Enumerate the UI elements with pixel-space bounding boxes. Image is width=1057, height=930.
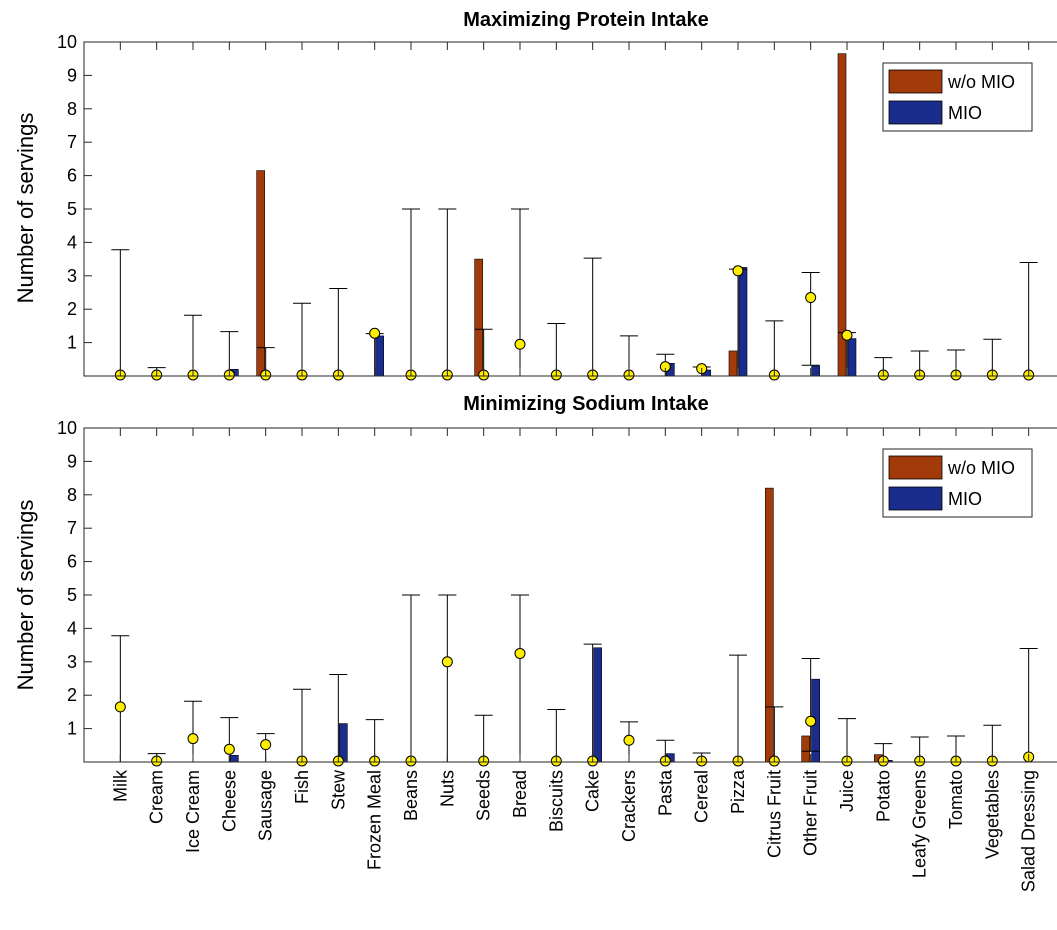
x-tick-label-potato: Potato [873,770,893,822]
bar-w-o-mio-seeds [474,258,483,377]
bar-w-o-mio-citrus-fruit [765,487,774,763]
marker-milk [114,701,126,713]
bar-w-o-mio-sausage [256,170,265,377]
chart-sodium: Minimizing Sodium Intake Number of servi… [13,393,1057,892]
y-tick-label: 8 [67,485,77,505]
y-tick-label: 9 [67,451,77,471]
marker-sausage [260,739,272,751]
x-tick-label-sausage: Sausage [256,770,276,841]
legend-label-wo-mio: w/o MIO [947,458,1015,478]
legend-swatch-mio [888,486,943,511]
y-tick-label: 9 [67,65,77,85]
legend-label-mio: MIO [948,489,982,509]
x-tick-label-vegetables: Vegetables [982,770,1002,859]
x-tick-label-stew: Stew [328,769,348,810]
x-tick-label-fish: Fish [292,770,312,804]
marker-crackers [623,734,635,746]
chart-title: Minimizing Sodium Intake [463,393,709,415]
marker-cheese [223,743,235,755]
x-tick-label-beans: Beans [401,770,421,821]
y-tick-label: 8 [67,99,77,119]
x-tick-label-other-fruit: Other Fruit [801,770,821,856]
legend: w/o MIO MIO [882,62,1033,132]
y-tick-label: 6 [67,552,77,572]
marker-ice-cream [187,733,199,745]
x-tick-label-cereal: Cereal [692,770,712,823]
x-tick-label-cream: Cream [147,770,167,824]
bar-w-o-mio-other-fruit [801,735,810,763]
x-tick-label-tomato: Tomato [946,770,966,829]
bar-mio-frozen-meal [375,335,384,377]
chart-title: Maximizing Protein Intake [463,9,709,31]
y-axis-label: Number of servings [13,113,38,304]
x-tick-label-cake: Cake [583,770,603,812]
marker-other-fruit [805,715,817,727]
x-tick-label-nuts: Nuts [437,770,457,807]
y-tick-label: 3 [67,266,77,286]
legend-swatch-wo-mio [888,455,943,480]
y-tick-label: 7 [67,518,77,538]
y-tick-label: 1 [67,333,77,353]
bar-mio-cheese [230,755,239,763]
y-tick-label: 2 [67,299,77,319]
x-tick-label-biscuits: Biscuits [546,770,566,832]
marker-pizza [732,265,744,277]
bar-mio-other-fruit [811,365,820,377]
bar-mio-cake [593,647,602,763]
x-tick-label-pizza: Pizza [728,769,748,814]
bar-w-o-mio-pizza [728,350,738,377]
x-tick-label-crackers: Crackers [619,770,639,842]
y-tick-label: 5 [67,199,77,219]
legend-swatch-mio [888,100,943,125]
x-tick-label-citrus-fruit: Citrus Fruit [764,770,784,858]
x-tick-label-bread: Bread [510,770,530,818]
chart-protein: Maximizing Protein Intake Number of serv… [13,9,1057,381]
legend-swatch-wo-mio [888,69,943,94]
y-tick-label: 1 [67,719,77,739]
marker-bread [514,338,526,350]
y-tick-label: 10 [57,32,77,52]
legend: w/o MIO MIO [882,448,1033,518]
marker-frozen-meal [369,327,381,339]
x-tick-label-seeds: Seeds [474,770,494,821]
y-tick-label: 4 [67,232,77,252]
y-tick-label: 7 [67,132,77,152]
y-tick-label: 4 [67,618,77,638]
y-tick-label: 2 [67,685,77,705]
y-axis-label: Number of servings [13,500,38,691]
x-tick-label-salad-dressing: Salad Dressing [1019,770,1039,892]
bar-mio-pizza [738,267,748,377]
marker-bread [514,647,526,659]
x-tick-label-leafy-greens: Leafy Greens [910,770,930,878]
x-tick-label-ice-cream: Ice Cream [183,770,203,853]
y-tick-label: 3 [67,652,77,672]
x-tick-label-milk: Milk [110,769,130,802]
legend-label-mio: MIO [948,103,982,123]
bar-mio-juice [847,338,857,377]
y-tick-label: 5 [67,585,77,605]
marker-other-fruit [805,292,817,304]
y-tick-label: 6 [67,166,77,186]
x-tick-label-pasta: Pasta [655,769,675,816]
x-tick-label-juice: Juice [837,770,857,812]
marker-juice [841,329,853,341]
y-tick-label: 10 [57,418,77,438]
x-tick-label-cheese: Cheese [219,770,239,832]
legend-label-wo-mio: w/o MIO [947,72,1015,92]
marker-nuts [441,656,453,668]
bar-w-o-mio-juice [837,53,847,377]
x-tick-label-frozen-meal: Frozen Meal [365,770,385,870]
